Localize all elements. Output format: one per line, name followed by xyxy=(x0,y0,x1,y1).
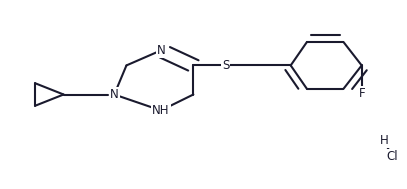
Text: S: S xyxy=(222,59,230,72)
Text: N: N xyxy=(157,44,165,57)
Text: Cl: Cl xyxy=(386,150,398,163)
Text: H: H xyxy=(380,134,388,147)
Text: NH: NH xyxy=(152,104,170,117)
Text: F: F xyxy=(359,87,365,100)
Text: N: N xyxy=(110,88,119,101)
